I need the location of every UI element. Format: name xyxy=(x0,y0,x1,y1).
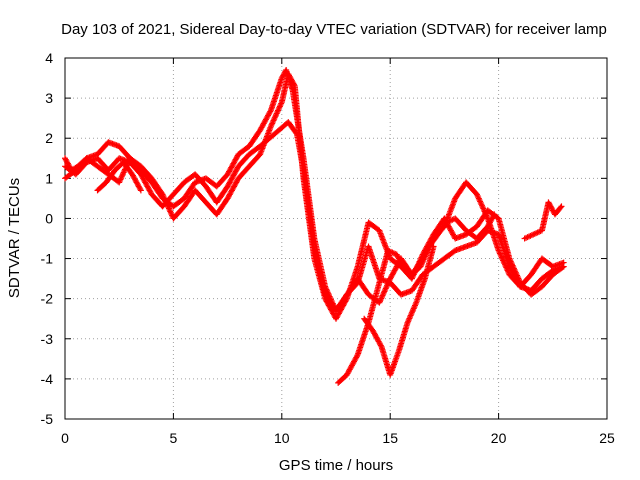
x-axis-label: GPS time / hours xyxy=(279,457,393,474)
plot-area-frame xyxy=(64,57,608,420)
y-axis-ticks: 4 3 2 1 0 -1 -2 -3 -4 -5 xyxy=(41,50,607,427)
y-tick-label: 2 xyxy=(45,130,53,146)
data-point-marker xyxy=(558,203,565,210)
y-axis-label: SDTVAR / TECUs xyxy=(6,178,23,298)
data-point-marker xyxy=(560,263,567,270)
data-points xyxy=(62,67,567,386)
data-point-marker xyxy=(293,130,300,137)
data-point-marker xyxy=(137,187,144,194)
data-point-marker xyxy=(430,243,437,250)
data-series-5 xyxy=(361,243,437,378)
y-tick-label: 4 xyxy=(45,50,53,66)
data-series-2 xyxy=(62,71,567,322)
x-axis-ticks: 0 5 10 15 20 25 xyxy=(61,58,615,446)
y-tick-label: 1 xyxy=(45,170,53,186)
x-tick-label: 25 xyxy=(599,430,615,446)
data-point-marker xyxy=(557,204,564,211)
x-tick-label: 5 xyxy=(170,430,178,446)
data-series-3 xyxy=(62,119,567,314)
data-point-marker xyxy=(490,212,497,219)
x-tick-label: 10 xyxy=(274,430,290,446)
data-point-marker xyxy=(491,211,498,218)
data-point-marker xyxy=(377,342,384,349)
x-tick-label: 20 xyxy=(491,430,507,446)
y-tick-label: -3 xyxy=(41,331,54,347)
data-point-marker xyxy=(267,108,274,115)
data-series-1 xyxy=(62,67,567,314)
data-point-marker xyxy=(291,81,298,88)
data-point-marker xyxy=(137,186,144,193)
y-tick-label: -5 xyxy=(41,411,54,427)
y-tick-label: -2 xyxy=(41,291,54,307)
y-tick-label: 3 xyxy=(45,90,53,106)
y-tick-label: -4 xyxy=(41,371,54,387)
data-series-6 xyxy=(94,159,144,194)
y-tick-label: 0 xyxy=(45,210,53,226)
data-series-7 xyxy=(521,199,565,242)
x-tick-label: 15 xyxy=(382,430,398,446)
y-tick-label: -1 xyxy=(41,251,54,267)
x-tick-label: 0 xyxy=(61,430,69,446)
data-point-marker xyxy=(353,353,360,360)
chart-title: Day 103 of 2021, Sidereal Day-to-day VTE… xyxy=(61,21,607,38)
